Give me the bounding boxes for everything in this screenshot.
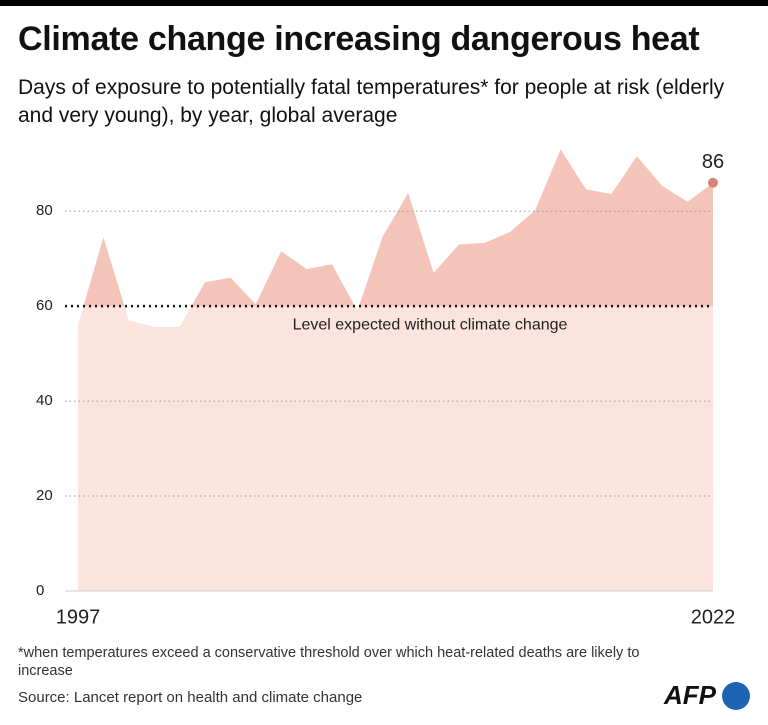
last-value-label: 86 [702, 151, 724, 173]
y-tick-label: 60 [36, 297, 53, 314]
x-tick-label: 1997 [56, 606, 101, 628]
source: Source: Lancet report on health and clim… [18, 689, 363, 706]
y-tick-label: 40 [36, 392, 53, 409]
chart-title: Climate change increasing dangerous heat [18, 20, 700, 58]
x-tick-label: 2022 [691, 606, 736, 628]
y-tick-label: 20 [36, 487, 53, 504]
logo: AFP [664, 680, 716, 710]
logo-dot [722, 682, 750, 710]
reference-label: Level expected without climate change [293, 316, 568, 333]
chart-subtitle: Days of exposure to potentially fatal te… [18, 76, 725, 127]
y-tick-label: 80 [36, 202, 53, 219]
area-above-reference [83, 149, 713, 307]
top-bar [0, 0, 768, 6]
y-tick-label: 0 [36, 582, 44, 599]
last-point [708, 177, 718, 188]
chart: 86 0 20 40 60 80 Level expected without climat… [36, 149, 736, 628]
footnote: *when temperatures exceed a conservative… [18, 645, 640, 679]
